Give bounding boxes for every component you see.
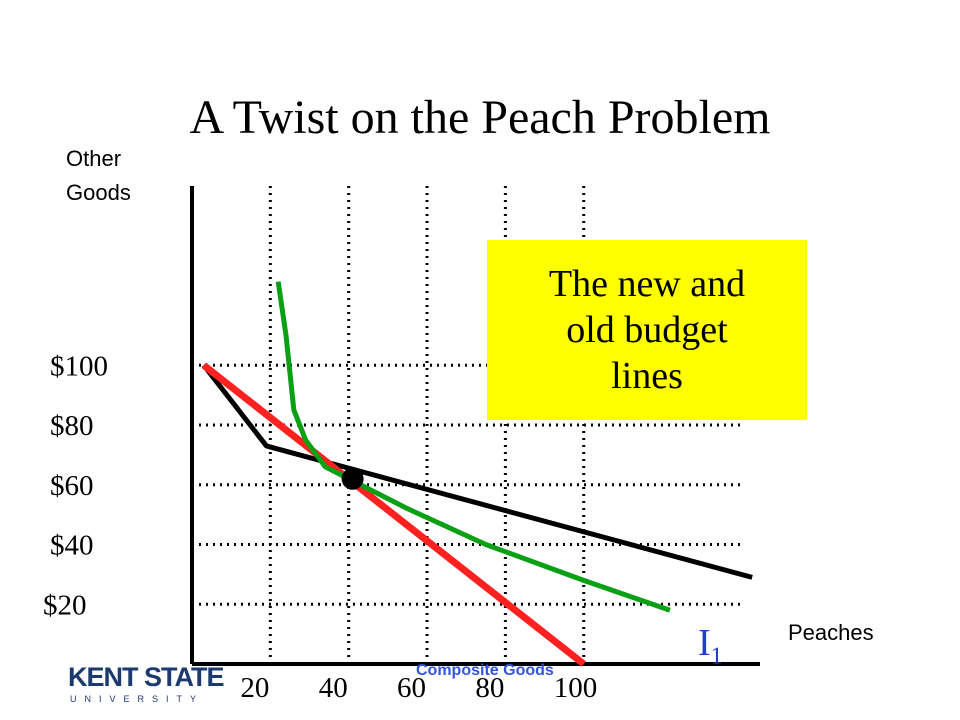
y-axis-label: Other Goods: [66, 142, 156, 210]
y-axis-label-line-2: Goods: [66, 180, 131, 205]
footer-note: Composite Goods: [416, 662, 554, 679]
x-tick-label-60: 60: [397, 672, 426, 704]
logo-subtext: UNIVERSITY: [70, 694, 205, 704]
university-logo: KENT STATE UNIVERSITY: [68, 660, 238, 710]
y-tick-label-100: $100: [50, 350, 108, 382]
x-tick-label-100: 100: [554, 672, 598, 704]
x-axis-label: Peaches: [788, 620, 874, 645]
indifference-curve-label: I1: [698, 624, 723, 669]
callout-line-1: The new and: [548, 263, 746, 305]
x-tick-label-20: 20: [240, 672, 269, 704]
tangency-point: [341, 467, 364, 490]
y-axis-label-line-1: Other: [66, 146, 122, 171]
y-tick-label-80: $80: [50, 410, 94, 442]
callout-box: The new and old budget lines: [487, 240, 807, 420]
curve-label-subscript: 1: [710, 643, 723, 670]
curve-label-letter: I: [698, 622, 711, 664]
callout-line-3: lines: [611, 355, 683, 397]
logo-wordmark: KENT STATE: [68, 662, 224, 692]
y-tick-label-20: $20: [43, 589, 87, 621]
x-tick-label-80: 80: [475, 672, 504, 704]
y-tick-label-60: $60: [50, 470, 94, 502]
series-new-budget: [201, 363, 753, 580]
slide-title: A Twist on the Peach Problem: [189, 91, 771, 144]
callout-line-2: old budget: [566, 309, 728, 351]
series-indifference-I1: [275, 281, 671, 613]
series-old-budget: [201, 362, 586, 667]
x-tick-label-40: 40: [319, 672, 348, 704]
y-tick-label-40: $40: [50, 530, 94, 562]
